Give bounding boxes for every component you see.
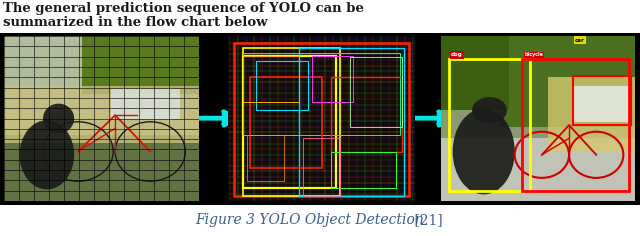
Text: summarized in the flow chart below: summarized in the flow chart below (3, 16, 268, 29)
Bar (573, 85, 631, 122)
Bar (499, 36, 635, 127)
Bar (256, 61, 308, 110)
Ellipse shape (452, 109, 515, 194)
Text: [21]: [21] (410, 213, 442, 227)
Bar (246, 135, 284, 181)
Bar (303, 138, 340, 196)
Bar (4, 36, 199, 89)
Bar (0, 33, 640, 205)
Bar (111, 89, 179, 118)
Text: car: car (575, 38, 584, 43)
Bar (250, 77, 321, 168)
Bar (441, 36, 509, 110)
Bar (243, 47, 340, 196)
Bar (573, 76, 631, 125)
Bar (548, 77, 635, 152)
Bar (4, 89, 199, 138)
Text: dog: dog (451, 52, 463, 57)
Bar (243, 56, 337, 188)
Ellipse shape (20, 120, 74, 190)
Bar (331, 77, 402, 152)
Bar (349, 57, 402, 127)
Bar (4, 85, 199, 143)
Bar (243, 56, 299, 102)
Bar (449, 59, 530, 191)
Bar (82, 36, 199, 94)
Bar (312, 56, 353, 102)
Ellipse shape (472, 97, 507, 123)
Bar (331, 152, 396, 188)
Text: bicycle: bicycle (524, 52, 543, 57)
Bar (299, 47, 404, 196)
Text: The general prediction sequence of YOLO can be: The general prediction sequence of YOLO … (3, 2, 364, 15)
Bar (522, 59, 629, 191)
Bar (243, 52, 400, 135)
Ellipse shape (43, 104, 74, 133)
Text: Figure 3 YOLO Object Detection: Figure 3 YOLO Object Detection (196, 213, 424, 227)
Bar (4, 135, 199, 201)
Bar (441, 138, 635, 201)
